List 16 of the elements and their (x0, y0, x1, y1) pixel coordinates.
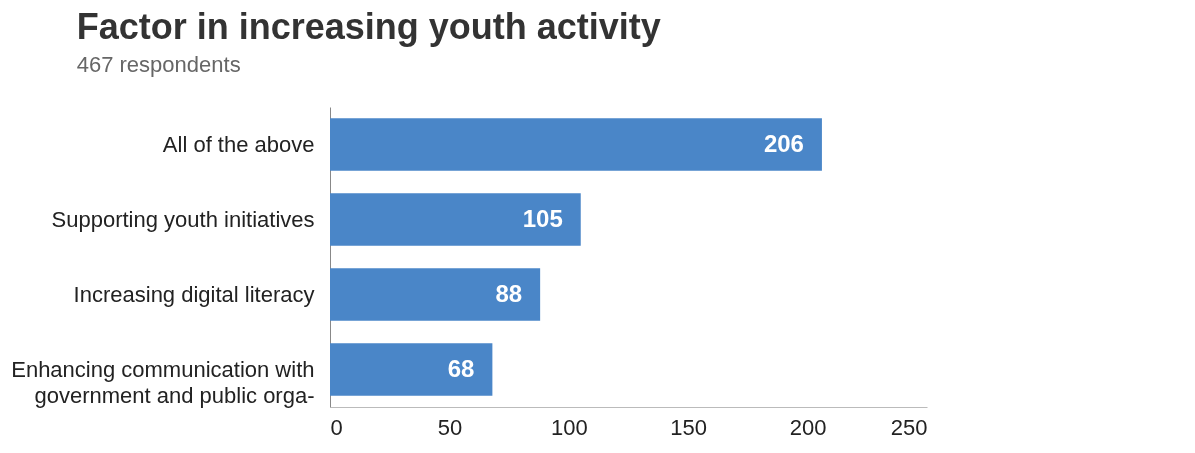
y-tick-label: Enhancing communication with government and public orga- (11, 356, 315, 408)
x-tick-label: 250 (890, 414, 928, 440)
data-label: 105 (522, 204, 563, 232)
x-tick-label: 50 (437, 414, 463, 440)
x-tick-label: 100 (550, 414, 588, 440)
chart-subtitle: 467 respondents (76, 52, 241, 77)
y-tick-label: Supporting youth initiatives (51, 206, 315, 232)
data-label: 88 (495, 279, 523, 307)
y-tick-label: Increasing digital literacy (73, 281, 315, 307)
data-label: 206 (763, 129, 804, 157)
y-tick-label: All of the above (162, 131, 315, 157)
chart-title: Factor in increasing youth activity (76, 6, 661, 47)
data-label: 68 (447, 354, 475, 382)
x-tick-label: 200 (789, 414, 827, 440)
x-tick-label: 150 (670, 414, 708, 440)
x-tick-label: 0 (330, 414, 343, 440)
